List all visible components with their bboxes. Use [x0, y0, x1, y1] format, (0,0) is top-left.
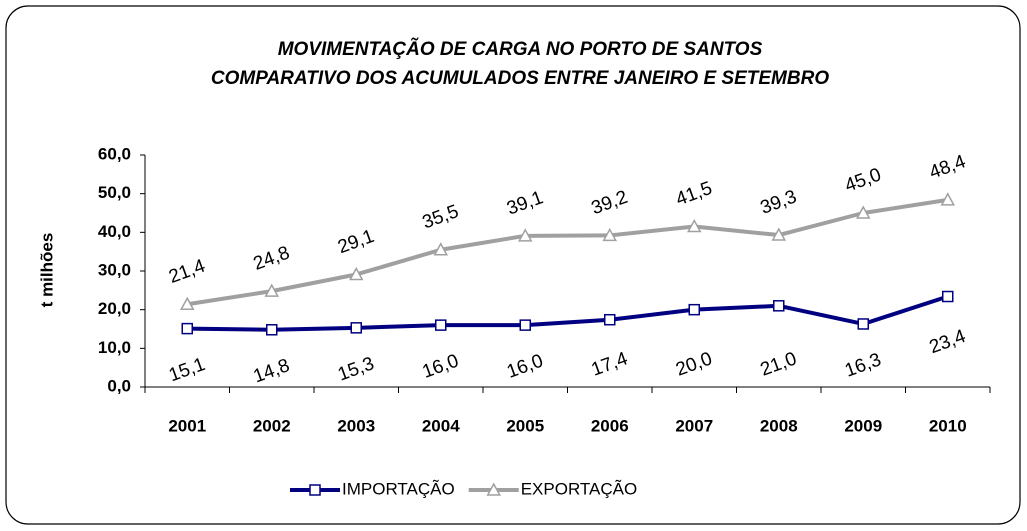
y-axis-label: t milhões [37, 233, 56, 308]
y-tick-label: 0,0 [107, 376, 131, 395]
marker [264, 283, 280, 297]
marker [688, 303, 700, 316]
marker [604, 313, 616, 326]
marker [435, 319, 447, 331]
marker [773, 300, 785, 312]
marker [519, 319, 531, 331]
marker [686, 218, 702, 233]
x-tick-label: 2010 [929, 416, 967, 435]
marker [309, 484, 321, 496]
marker [181, 322, 193, 335]
x-tick-label: 2001 [168, 416, 206, 435]
x-tick-label: 2009 [844, 416, 882, 435]
chart-subtitle: COMPARATIVO DOS ACUMULADOS ENTRE JANEIRO… [211, 68, 829, 89]
line-series [186, 197, 949, 307]
chart-border [5, 5, 1021, 525]
x-tick-label: 2007 [675, 416, 713, 435]
marker [486, 482, 501, 496]
legend-label: IMPORTAÇÃO [342, 479, 455, 498]
x-tick-label: 2002 [253, 416, 291, 435]
x-tick-label: 2004 [422, 416, 460, 435]
legend-label: EXPORTAÇÃO [521, 479, 638, 498]
marker [350, 322, 362, 334]
marker [266, 324, 278, 336]
x-tick-label: 2003 [337, 416, 375, 435]
y-tick-label: 60,0 [98, 144, 131, 163]
y-tick-label: 20,0 [98, 299, 131, 318]
line-series [187, 294, 949, 332]
marker [517, 228, 533, 242]
marker [179, 296, 195, 311]
x-tick-label: 2006 [591, 416, 629, 435]
marker [942, 290, 954, 303]
y-tick-label: 40,0 [98, 222, 131, 241]
marker [602, 227, 618, 242]
y-tick-label: 30,0 [98, 260, 131, 279]
marker [348, 266, 364, 281]
marker [940, 192, 956, 206]
x-tick-label: 2005 [506, 416, 544, 435]
marker [855, 205, 871, 219]
marker [857, 318, 869, 330]
chart-title: MOVIMENTAÇÃO DE CARGA NO PORTO DE SANTOS [278, 38, 763, 60]
marker [433, 242, 449, 256]
y-tick-label: 10,0 [98, 338, 131, 357]
y-tick-label: 50,0 [98, 183, 131, 202]
x-tick-label: 2008 [760, 416, 798, 435]
marker [771, 227, 787, 241]
